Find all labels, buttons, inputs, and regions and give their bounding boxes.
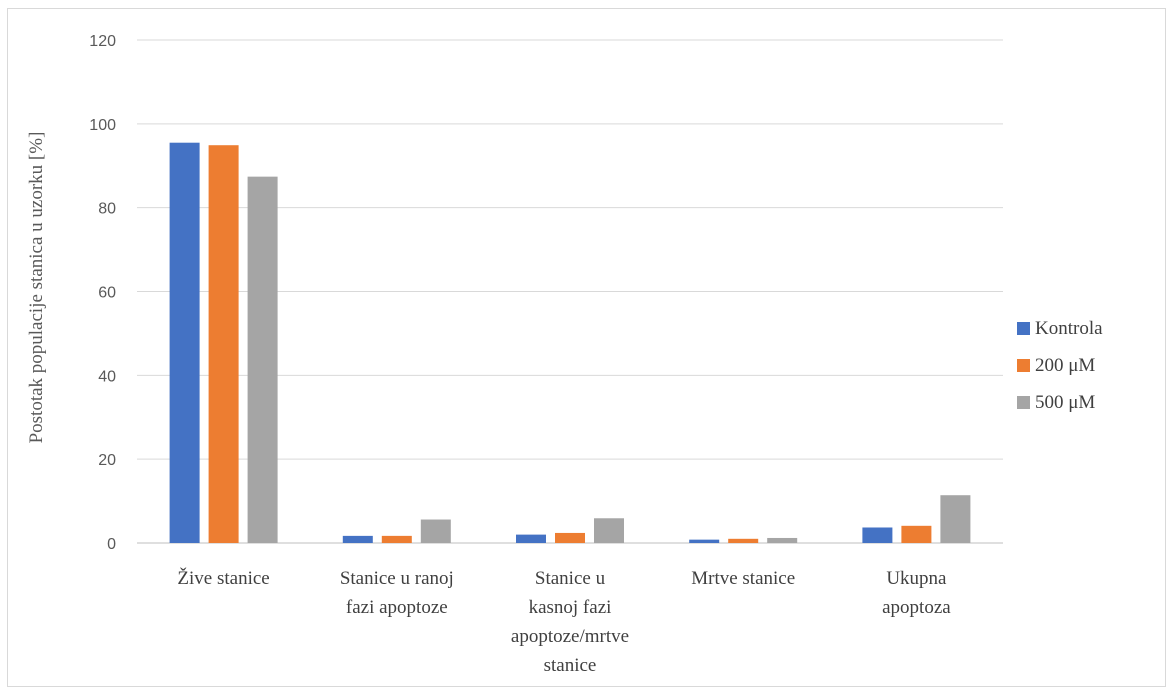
y-tick-label: 20 — [98, 452, 116, 469]
category-label: stanice — [544, 655, 597, 676]
y-tick-label: 0 — [107, 536, 116, 553]
legend-label: Kontrola — [1035, 318, 1103, 339]
bar-200-m-3 — [728, 538, 759, 543]
bar-200-m-4 — [901, 525, 932, 543]
gridlines — [137, 39, 1003, 544]
bar-kontrola-4 — [862, 527, 893, 543]
legend-swatch — [1017, 396, 1030, 409]
category-label: Mrtve stanice — [691, 568, 795, 589]
category-label: fazi apoptoze — [346, 597, 448, 618]
y-tick-label: 120 — [89, 33, 116, 50]
y-tick-label: 40 — [98, 368, 116, 385]
legend: Kontrola 200 μM 500 μM — [1017, 318, 1103, 413]
legend-label: 500 μM — [1035, 392, 1095, 413]
bar-500-m-0 — [247, 176, 278, 544]
legend-label: 200 μM — [1035, 355, 1095, 376]
legend-swatch — [1017, 322, 1030, 335]
category-label: apoptoze/mrtve — [511, 626, 629, 647]
chart-frame — [7, 8, 1166, 687]
bar-200-m-0 — [208, 145, 239, 544]
category-label: apoptoza — [882, 597, 951, 618]
y-tick-label: 100 — [89, 117, 116, 134]
category-label: Stanice u — [535, 568, 606, 589]
category-label: Žive stanice — [177, 567, 269, 589]
bar-kontrola-3 — [689, 539, 720, 543]
bar-200-m-2 — [555, 532, 585, 543]
y-tick-label: 60 — [98, 285, 116, 302]
bar-kontrola-2 — [516, 534, 546, 543]
bars — [169, 142, 971, 544]
bar-500-m-3 — [767, 537, 798, 543]
category-label: Stanice u ranoj — [340, 568, 454, 589]
bar-200-m-1 — [381, 535, 412, 543]
x-axis-categories: Žive stanice Stanice u ranoj fazi apoptoze… — [177, 567, 951, 676]
category-label: Ukupna — [886, 568, 947, 589]
bar-500-m-2 — [594, 518, 624, 543]
bar-kontrola-1 — [342, 535, 373, 543]
y-tick-label: 80 — [98, 201, 116, 218]
legend-swatch — [1017, 359, 1030, 372]
bar-500-m-1 — [420, 519, 451, 543]
category-label: kasnoj fazi — [529, 597, 612, 618]
y-axis-label: Postotak populacije stanica u uzorku [%] — [26, 132, 47, 444]
bar-kontrola-0 — [169, 142, 200, 543]
y-axis-ticks: 0 20 40 60 80 100 120 — [89, 33, 116, 553]
bar-500-m-4 — [940, 495, 971, 543]
